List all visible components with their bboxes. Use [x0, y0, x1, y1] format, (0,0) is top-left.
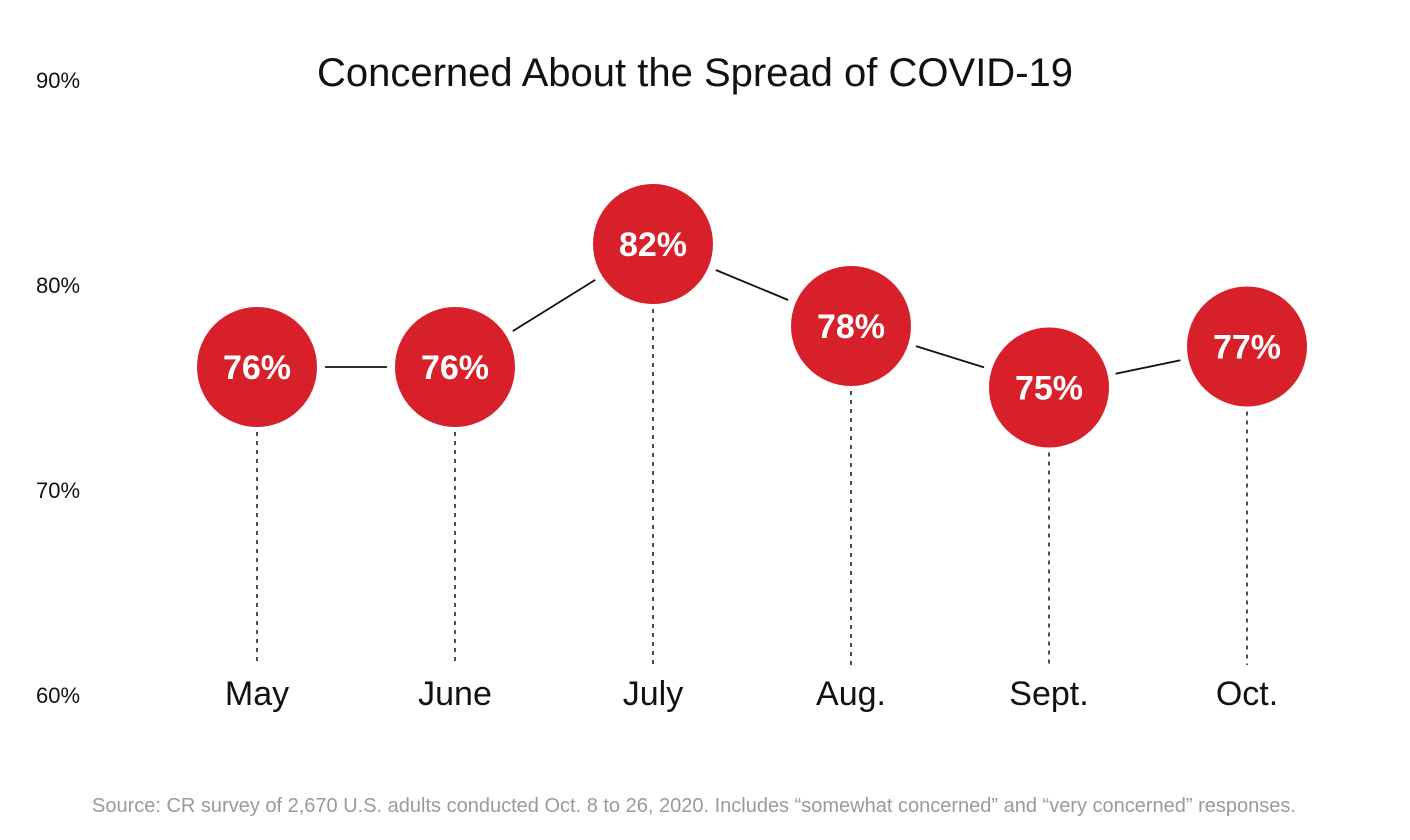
x-tick-label: Sept.: [1009, 675, 1088, 713]
y-tick-label: 60%: [36, 683, 80, 708]
line-segment: [512, 279, 596, 332]
data-point: [593, 184, 713, 304]
line-segment: [1115, 359, 1181, 375]
x-tick-label: June: [418, 675, 492, 713]
data-label: 78%: [817, 308, 885, 346]
data-point: [395, 307, 515, 427]
data-label: 77%: [1213, 329, 1281, 367]
line-segment: [915, 345, 985, 369]
x-tick-label: May: [225, 675, 289, 713]
data-points: 76% 76% 82% 78% 75% 77%: [197, 184, 1307, 448]
data-label: 76%: [421, 349, 489, 387]
y-tick-label: 70%: [36, 478, 80, 503]
y-tick-label: 90%: [36, 68, 80, 93]
line-segment: [715, 269, 789, 301]
series-line: [325, 269, 1181, 375]
source-note: Source: CR survey of 2,670 U.S. adults c…: [92, 795, 1296, 817]
chart-title: Concerned About the Spread of COVID-19: [317, 51, 1073, 95]
data-point: [791, 266, 911, 386]
data-point: [1187, 286, 1307, 407]
data-label: 82%: [619, 226, 687, 264]
x-tick-label: July: [623, 675, 683, 713]
x-tick-label: Aug.: [816, 675, 886, 713]
y-axis: 60% 70% 80% 90%: [36, 68, 80, 708]
data-point: [197, 307, 317, 427]
data-point: [989, 327, 1109, 448]
data-label: 76%: [223, 349, 291, 387]
x-tick-label: Oct.: [1216, 675, 1278, 713]
y-tick-label: 80%: [36, 273, 80, 298]
drop-lines: [256, 309, 1248, 665]
x-axis: May June July Aug. Sept. Oct.: [225, 675, 1278, 713]
data-label: 75%: [1015, 370, 1083, 408]
